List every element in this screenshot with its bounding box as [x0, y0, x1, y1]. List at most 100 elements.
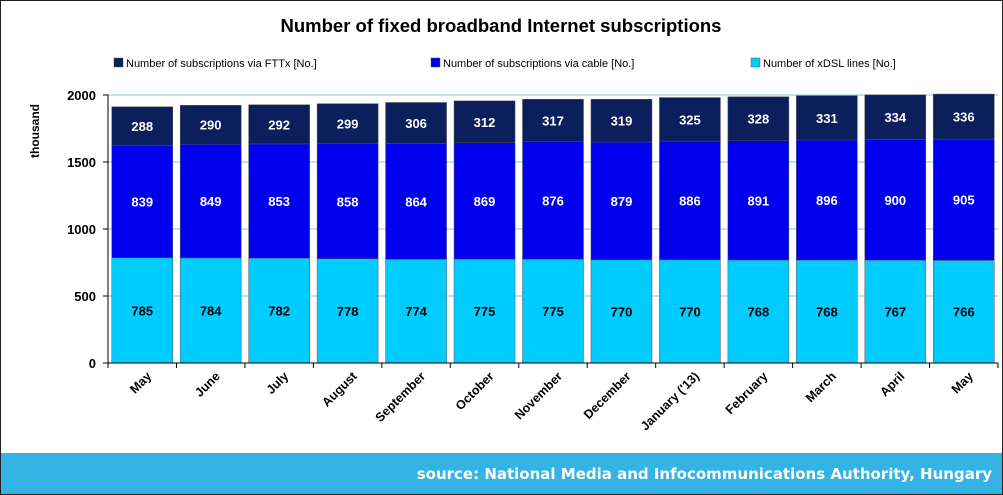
data-label: 858 [337, 194, 359, 209]
bar-segment [385, 143, 447, 260]
data-label: 334 [884, 110, 906, 125]
y-tick-label: 500 [74, 289, 96, 304]
bar-segment [659, 259, 721, 364]
x-tick-label: August [319, 369, 360, 410]
y-tick-label: 1500 [67, 155, 96, 170]
bar-segment [316, 143, 379, 259]
bar-segment [590, 259, 653, 364]
bar-segment [727, 96, 790, 141]
bar-segment [111, 145, 173, 259]
bar-segment [179, 257, 242, 364]
bar-segment [864, 259, 927, 364]
bar-segment [179, 143, 242, 259]
data-label: 869 [474, 194, 496, 209]
data-label: 306 [405, 116, 427, 131]
y-tick-label: 2000 [67, 88, 96, 103]
bar-segment [522, 258, 584, 364]
data-label: 778 [337, 304, 359, 319]
data-label: 288 [131, 119, 153, 134]
x-tick-label: May [127, 369, 154, 396]
x-tick-label: July [264, 369, 292, 397]
data-label: 876 [542, 193, 564, 208]
bar-segment [796, 95, 858, 141]
bar-segment [248, 104, 310, 145]
legend-item: Number of subscriptions via FTTx [No.] [113, 57, 317, 70]
bar-segment [179, 105, 242, 145]
data-label: 290 [200, 118, 222, 133]
legend: Number of subscriptions via FTTx [No.] Nu… [113, 57, 896, 70]
chart-title: Number of fixed broadband Internet subsc… [281, 15, 722, 36]
bar-segment [864, 94, 927, 140]
bar-segment [659, 140, 721, 261]
legend-item: Number of subscriptions via cable [No.] [430, 57, 634, 70]
x-tick-label: December [581, 369, 634, 422]
bar-segment [590, 99, 653, 143]
bar-segment [248, 143, 310, 259]
bar-segment [864, 139, 927, 261]
bar-segment [453, 142, 516, 260]
x-tick-label: January ('13) [638, 369, 702, 433]
x-tick-label: May [949, 369, 976, 396]
legend-item: Number of xDSL lines [No.] [750, 57, 896, 70]
data-label: 775 [542, 304, 564, 319]
data-label: 770 [611, 304, 633, 319]
y-tick-labels: 0 500 1000 1500 2000 [67, 88, 96, 371]
data-label: 782 [268, 304, 290, 319]
data-label: 767 [884, 305, 906, 320]
x-tick-label: February [723, 369, 771, 417]
bar-segment [522, 141, 584, 260]
bar-segment [659, 97, 721, 142]
x-tick-labels: May June July August September October Novembe… [127, 369, 976, 434]
data-label: 886 [679, 193, 701, 208]
data-label: 864 [405, 194, 427, 209]
data-label: 775 [474, 304, 496, 319]
x-tick-label: June [192, 369, 223, 400]
data-label: 785 [131, 303, 153, 318]
data-label: 900 [884, 193, 906, 208]
data-label: 325 [679, 112, 701, 127]
legend-label: Number of xDSL lines [No.] [763, 58, 896, 70]
x-tick-label: October [453, 369, 497, 413]
data-label: 331 [816, 111, 838, 126]
axes [103, 94, 999, 368]
x-tick-label: November [512, 369, 565, 422]
data-label: 299 [337, 117, 359, 132]
data-label: 770 [679, 304, 701, 319]
y-tick-label: 0 [89, 356, 96, 371]
data-label: 849 [200, 194, 222, 209]
data-label: 336 [953, 110, 975, 125]
bar-segment [248, 257, 310, 364]
data-label: 317 [542, 114, 564, 129]
data-label: 774 [405, 304, 427, 319]
data-label: 312 [474, 115, 496, 130]
data-label: 853 [268, 194, 290, 209]
data-label: 905 [953, 193, 975, 208]
data-labels: 785 839 288 784 849 290 782 853 292 778 858 299 774 8… [131, 110, 974, 320]
x-tick-label: April [877, 369, 907, 399]
data-label: 328 [748, 112, 770, 127]
bar-segment [111, 257, 173, 364]
legend-label: Number of subscriptions via FTTx [No.] [126, 58, 317, 70]
bar-segment [453, 100, 516, 143]
data-label: 896 [816, 193, 838, 208]
bar-segment [453, 258, 516, 364]
legend-swatch [113, 57, 124, 68]
y-tick-label: 1000 [67, 222, 96, 237]
bar-segment [933, 93, 995, 140]
data-label: 879 [611, 194, 633, 209]
data-label: 839 [131, 195, 153, 210]
bar-segment [727, 259, 790, 364]
bar-segment [933, 260, 995, 364]
bar-segment [522, 99, 584, 143]
source-footer: source: National Media and Infocommunica… [1, 453, 1002, 494]
x-tick-label: September [373, 369, 429, 425]
source-text: source: National Media and Infocommunica… [416, 464, 992, 483]
bar-segment [385, 102, 447, 144]
y-axis-label: thousand [28, 104, 42, 158]
bar-segment [111, 106, 173, 146]
bar-segment [933, 138, 995, 261]
data-label: 891 [748, 193, 770, 208]
data-label: 292 [268, 117, 290, 132]
data-label: 768 [748, 305, 770, 320]
